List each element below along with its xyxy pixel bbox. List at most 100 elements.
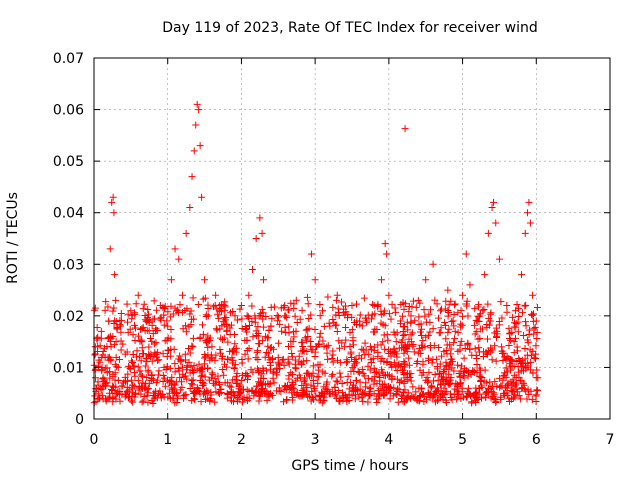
dense-marker: [268, 315, 276, 323]
dense-marker: [137, 326, 145, 334]
dense-marker: [337, 298, 345, 306]
dense-marker: [302, 326, 310, 334]
dense-marker: [342, 308, 350, 316]
dense-marker: [438, 352, 446, 360]
dense-marker: [477, 376, 485, 384]
dense-marker: [324, 342, 332, 350]
y-axis-ticks: 0 0.01 0.02 0.03 0.04 0.05 0.06 0.07: [53, 51, 610, 428]
dense-marker: [353, 377, 361, 385]
data-point: [110, 209, 118, 217]
dense-marker: [405, 361, 413, 369]
dense-marker: [467, 371, 475, 379]
dense-marker: [374, 352, 382, 360]
dense-marker: [514, 318, 522, 326]
dense-marker: [358, 391, 366, 399]
dense-marker: [525, 331, 533, 339]
dense-marker: [377, 307, 385, 315]
dense-marker: [334, 386, 342, 394]
dense-marker: [506, 398, 514, 406]
dense-marker: [208, 369, 216, 377]
dense-marker: [159, 377, 167, 385]
dense-marker: [375, 390, 383, 398]
dense-marker: [522, 322, 530, 330]
data-point: [196, 142, 204, 150]
dense-marker: [332, 321, 340, 329]
plot-frame: [93, 57, 611, 420]
dense-marker: [211, 375, 219, 383]
x-tick-label: 0: [90, 432, 99, 448]
dense-marker: [129, 331, 137, 339]
dense-marker: [98, 392, 106, 400]
dense-marker: [424, 389, 432, 397]
dense-marker: [371, 373, 379, 381]
dense-marker: [497, 393, 505, 401]
x-tick-label: 2: [237, 432, 246, 448]
dense-marker: [443, 362, 451, 370]
data-point: [91, 374, 99, 382]
data-point: [436, 307, 444, 315]
dense-marker: [136, 352, 144, 360]
dense-marker: [328, 372, 336, 380]
dense-marker: [299, 342, 307, 350]
data-point: [160, 363, 168, 371]
dense-marker: [329, 351, 337, 359]
dense-marker: [399, 328, 407, 336]
dense-marker: [364, 374, 372, 382]
dense-marker: [513, 300, 521, 308]
dense-marker: [114, 376, 122, 384]
dense-marker: [361, 339, 369, 347]
data-point: [526, 219, 534, 227]
dense-marker: [358, 345, 366, 353]
dense-marker: [354, 386, 362, 394]
dense-marker: [442, 347, 450, 355]
dense-marker: [169, 387, 177, 395]
data-point: [510, 338, 518, 346]
dense-marker: [255, 340, 263, 348]
dense-marker: [106, 374, 114, 382]
dense-marker: [181, 350, 189, 358]
dense-marker: [106, 393, 114, 401]
dense-marker: [408, 329, 416, 337]
dense-marker: [464, 312, 472, 320]
dense-marker: [527, 387, 535, 395]
dense-marker: [385, 310, 393, 318]
dense-marker: [255, 397, 263, 405]
dense-marker: [400, 322, 408, 330]
data-point: [490, 198, 498, 206]
dense-marker: [233, 379, 241, 387]
dense-marker: [495, 321, 503, 329]
data-point: [307, 250, 315, 258]
dense-marker: [126, 364, 134, 372]
data-point: [171, 245, 179, 253]
dense-marker: [523, 351, 531, 359]
dense-marker: [393, 391, 401, 399]
data-point: [103, 369, 111, 377]
dense-marker: [457, 367, 465, 375]
dense-marker: [449, 317, 457, 325]
dense-marker: [217, 388, 225, 396]
dense-marker: [270, 345, 278, 353]
dense-marker: [405, 354, 413, 362]
dense-marker: [338, 380, 346, 388]
dense-marker: [125, 362, 133, 370]
dense-marker: [280, 361, 288, 369]
dense-marker: [320, 396, 328, 404]
data-point: [114, 363, 122, 371]
dense-marker: [145, 343, 153, 351]
dense-marker: [514, 305, 522, 313]
dense-marker: [191, 396, 199, 404]
dense-marker: [460, 354, 468, 362]
data-point: [204, 312, 212, 320]
dense-marker: [428, 359, 436, 367]
dense-marker: [254, 332, 262, 340]
dense-marker: [244, 313, 252, 321]
dense-marker: [207, 391, 215, 399]
dense-marker: [290, 300, 298, 308]
data-point: [245, 291, 253, 299]
dense-marker: [171, 368, 179, 376]
dense-marker: [152, 387, 160, 395]
dense-marker: [238, 377, 246, 385]
data-point: [101, 353, 109, 361]
dense-marker: [176, 301, 184, 309]
dense-marker: [416, 392, 424, 400]
